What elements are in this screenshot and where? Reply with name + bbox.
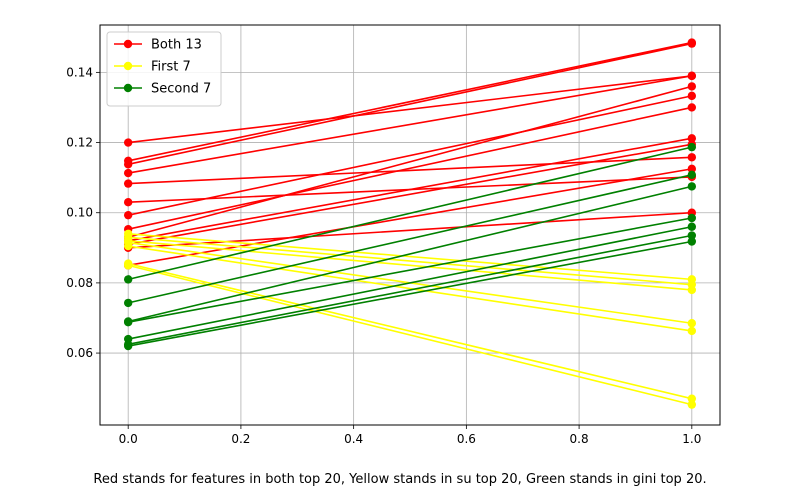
series-3 [123,142,697,351]
y-tick-label: 0.12 [66,136,93,150]
data-point [687,142,697,152]
data-point [123,317,133,327]
data-point [687,170,697,180]
data-point [687,319,697,328]
series-line [128,211,692,249]
legend-label: First 7 [151,60,191,75]
data-point [687,394,697,403]
data-point [123,261,133,270]
data-point [687,231,697,240]
x-tick-label: 0.2 [231,432,250,446]
data-point [687,213,697,223]
series-line [127,264,693,406]
legend-swatch-marker [123,39,133,49]
data-point [687,153,697,162]
data-point [687,103,697,112]
series-line [128,75,692,144]
series-line [127,185,693,323]
series-line [127,146,693,281]
plot-frame [99,24,721,426]
series-line [128,42,692,166]
data-point [687,39,697,48]
data-point [123,298,133,308]
data-point [687,237,697,246]
series-line [128,106,692,230]
data-point [687,182,697,191]
data-point [123,138,133,147]
y-tick-label: 0.10 [66,206,93,220]
series-line [128,239,692,291]
series-line [127,85,693,239]
data-point [687,91,697,101]
data-point [123,341,133,351]
series-line [128,236,692,286]
data-point [123,168,133,178]
x-tick-label: 0.0 [119,432,138,446]
data-point [123,241,133,251]
series-line [128,240,692,347]
x-tick-label: 1.0 [682,432,701,446]
series-line [128,225,692,340]
chart-caption: Red stands for features in both top 20, … [93,472,707,487]
series-line [128,217,692,323]
data-point [123,210,133,220]
x-tick-label: 0.6 [457,432,476,446]
series-line [128,41,692,162]
legend: Both 13 First 7 Second 7 [106,31,222,107]
data-point [687,164,697,174]
series-line [128,143,692,246]
data-point [687,326,697,336]
data-point [687,82,697,91]
series-line [128,168,692,267]
series-line [128,234,692,346]
series-line [128,245,692,332]
data-point [123,275,133,284]
series-line [128,95,692,216]
y-tick-label: 0.06 [66,346,93,360]
data-point [687,285,697,295]
series-line [128,137,692,242]
series-line [128,75,692,174]
data-point [123,197,133,207]
data-point [687,134,697,143]
series-lines [123,38,697,409]
series-2 [123,229,697,409]
series-line [127,262,693,400]
legend-swatch-marker [123,61,133,71]
x-tick-label: 0.8 [570,432,589,446]
axis-ticks: 0.0 0.2 0.4 0.6 0.8 1.0 0.06 0.08 0.10 0.12 0.14 [66,65,701,446]
series-line [128,174,692,304]
data-point [687,222,697,231]
y-tick-label: 0.08 [66,276,93,290]
y-tick-label: 0.14 [66,65,93,79]
x-tick-label: 0.4 [344,432,363,446]
data-point [687,400,697,409]
series-line [128,232,692,281]
series-1 [123,38,697,270]
data-point [123,179,133,188]
data-point [687,71,697,81]
legend-label: Second 7 [151,82,211,97]
legend-label: Both 13 [151,38,202,53]
legend-swatch-marker [123,83,133,93]
data-point [123,160,133,169]
